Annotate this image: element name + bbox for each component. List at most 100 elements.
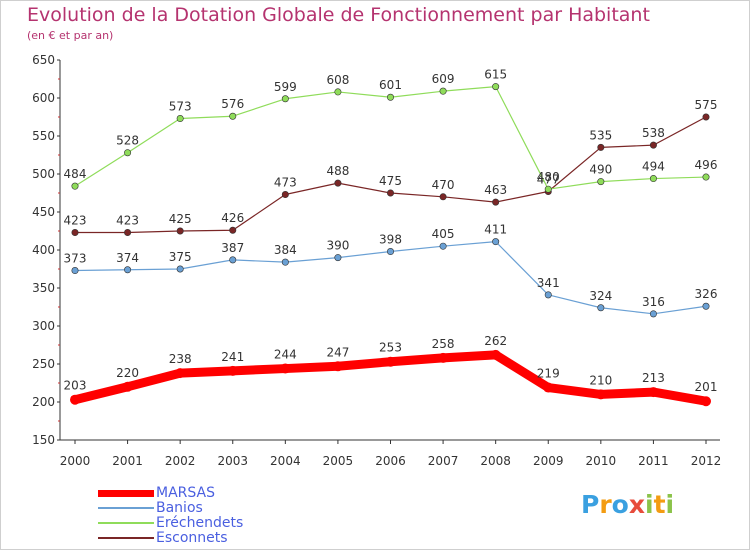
x-tick-label: 2008 (480, 454, 511, 468)
data-label-banios: 316 (642, 295, 665, 309)
data-point-esconnets (71, 229, 79, 237)
data-label-marsas: 247 (326, 345, 349, 359)
x-tick-label: 2010 (586, 454, 617, 468)
data-label-banios: 324 (589, 289, 612, 303)
data-point-marsas (122, 381, 133, 392)
data-label-esconnets: 575 (695, 98, 718, 112)
data-point-banios (544, 291, 552, 299)
x-tick-label: 2012 (691, 454, 722, 468)
data-label-esconnets: 535 (589, 128, 612, 142)
legend-label-marsas: MARSAS (156, 485, 215, 501)
legend-swatch-marsas (98, 489, 154, 497)
data-label-banios: 411 (484, 223, 507, 237)
legend-item-banios[interactable]: Banios (98, 501, 203, 515)
data-label-erechendets: 490 (589, 163, 612, 177)
data-label-banios: 398 (379, 233, 402, 247)
data-point-banios (386, 248, 394, 256)
x-tick-label: 2011 (638, 454, 669, 468)
data-label-banios: 373 (64, 252, 87, 266)
logo-letter: i (645, 490, 654, 519)
legend-swatch-esconnets (98, 537, 154, 539)
data-label-banios: 375 (169, 250, 192, 264)
data-label-banios: 405 (432, 227, 455, 241)
data-point-erechendets (229, 112, 237, 120)
x-tick-label: 2003 (217, 454, 248, 468)
data-point-banios (229, 256, 237, 264)
data-point-banios (124, 266, 132, 274)
data-label-esconnets: 475 (379, 174, 402, 188)
data-label-esconnets: 470 (432, 178, 455, 192)
data-label-erechendets: 615 (484, 68, 507, 82)
data-label-marsas: 244 (274, 348, 297, 362)
logo-letter: x (628, 490, 645, 519)
data-label-erechendets: 609 (432, 72, 455, 86)
y-tick-label: 400 (32, 243, 55, 257)
y-tick-label: 250 (32, 357, 55, 371)
y-tick-label: 350 (32, 281, 55, 295)
data-label-erechendets: 601 (379, 78, 402, 92)
y-tick-label: 200 (32, 395, 55, 409)
data-point-esconnets (702, 113, 710, 121)
legend-label-esconnets: Esconnets (156, 530, 228, 546)
data-point-esconnets (492, 198, 500, 206)
legend-label-erechendets: Eréchendets (156, 515, 244, 531)
data-point-banios (492, 238, 500, 246)
y-tick-label: 500 (32, 167, 55, 181)
y-tick-label: 450 (32, 205, 55, 219)
data-label-esconnets: 426 (221, 211, 244, 225)
data-label-esconnets: 538 (642, 126, 665, 140)
data-label-esconnets: 477 (537, 172, 560, 186)
data-point-banios (176, 265, 184, 273)
x-tick-label: 2004 (270, 454, 301, 468)
data-label-erechendets: 480 (537, 170, 560, 184)
data-point-marsas (227, 365, 238, 376)
data-point-esconnets (386, 189, 394, 197)
data-point-marsas (175, 368, 186, 379)
proxiti-logo: Proxiti (581, 490, 674, 519)
legend-item-erechendets[interactable]: Eréchendets (98, 516, 243, 530)
data-label-erechendets: 496 (695, 158, 718, 172)
data-point-marsas (648, 387, 659, 398)
y-tick-label: 650 (32, 53, 55, 67)
data-point-marsas (701, 396, 711, 407)
data-point-banios (334, 254, 342, 262)
data-point-banios (439, 242, 447, 250)
logo-letter: t (653, 490, 666, 519)
x-tick-label: 2006 (375, 454, 406, 468)
data-label-marsas: 219 (537, 367, 560, 381)
data-point-esconnets (229, 226, 237, 234)
data-point-marsas (385, 356, 396, 367)
data-label-erechendets: 576 (221, 97, 244, 111)
data-label-marsas: 262 (484, 334, 507, 348)
data-label-marsas: 213 (642, 371, 665, 385)
legend-item-esconnets[interactable]: Esconnets (98, 531, 228, 545)
y-tick-label: 150 (32, 433, 55, 447)
data-label-marsas: 203 (64, 379, 87, 393)
data-label-banios: 341 (537, 276, 560, 290)
data-point-marsas (280, 363, 291, 374)
x-tick-label: 2000 (60, 454, 91, 468)
data-label-erechendets: 608 (326, 73, 349, 87)
x-tick-label: 2002 (165, 454, 196, 468)
legend-label-banios: Banios (156, 500, 203, 516)
data-point-erechendets (649, 175, 657, 183)
data-label-esconnets: 463 (484, 183, 507, 197)
data-point-esconnets (334, 179, 342, 187)
data-label-esconnets: 425 (169, 212, 192, 226)
data-label-banios: 390 (326, 239, 349, 253)
legend-item-marsas[interactable]: MARSAS (98, 486, 215, 500)
data-point-erechendets (281, 95, 289, 103)
data-point-erechendets (176, 115, 184, 123)
x-tick-label: 2005 (323, 454, 354, 468)
data-label-marsas: 238 (169, 352, 192, 366)
data-point-marsas (70, 394, 80, 405)
data-label-esconnets: 488 (326, 164, 349, 178)
logo-letter: r (599, 490, 612, 519)
data-point-marsas (438, 352, 449, 363)
data-point-marsas (595, 389, 606, 400)
data-label-erechendets: 494 (642, 160, 665, 174)
data-point-erechendets (702, 173, 710, 181)
y-tick-label: 550 (32, 129, 55, 143)
data-point-erechendets (544, 185, 552, 193)
